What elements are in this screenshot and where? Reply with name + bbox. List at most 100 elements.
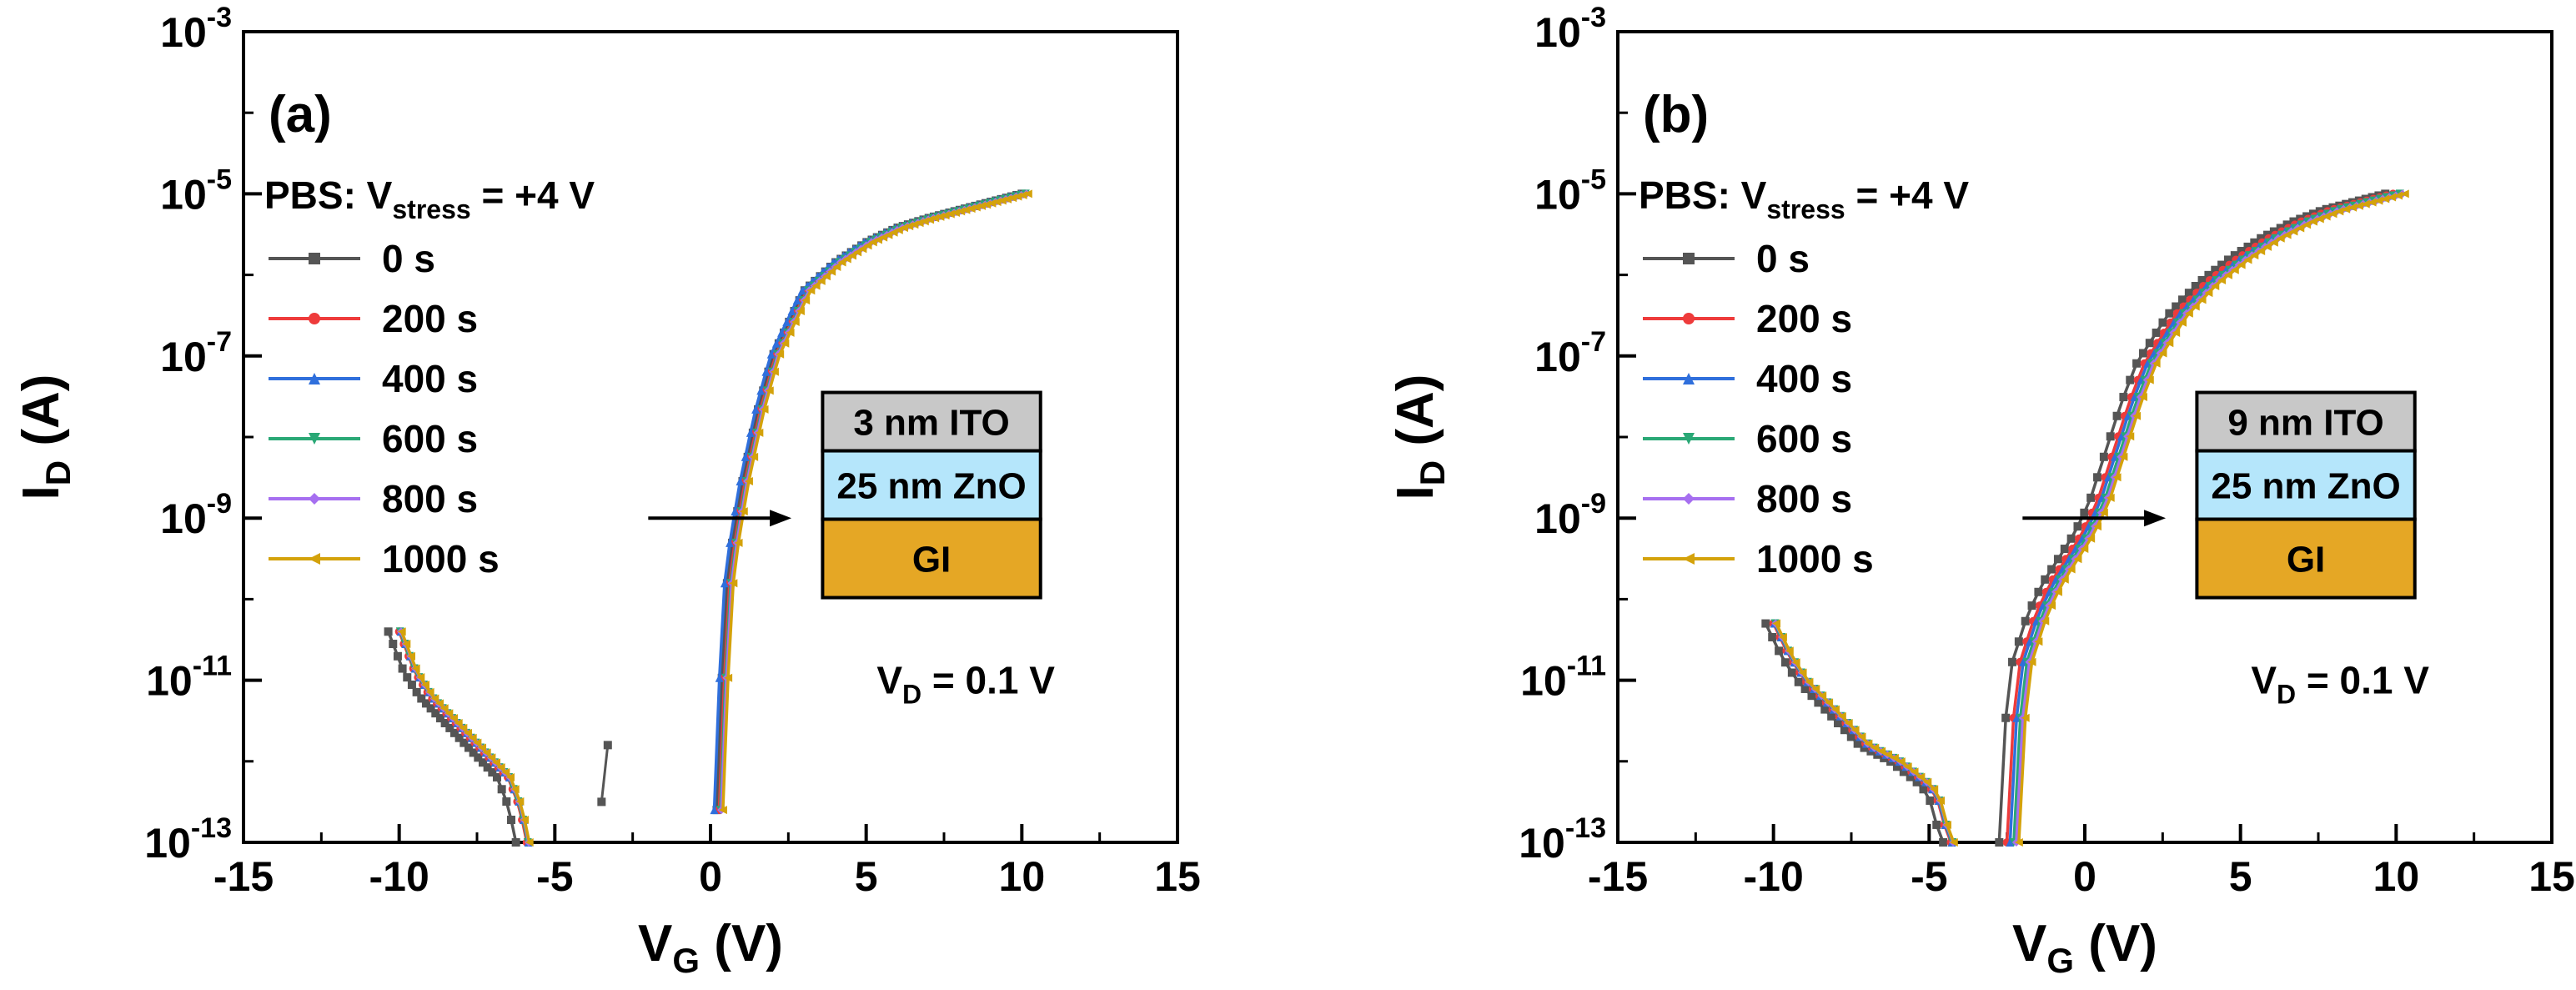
y-tick-label: 10-13 [1519, 812, 1606, 867]
data-point [977, 201, 986, 210]
legend-label: 800 s [382, 477, 478, 520]
y-tick-base: 10 [160, 9, 207, 56]
data-point [510, 785, 520, 794]
data-point [801, 296, 811, 305]
legend-title-sub: stress [1766, 194, 1845, 224]
data-point [2172, 302, 2181, 311]
data-point [853, 248, 862, 257]
data-point [2112, 473, 2122, 482]
data-point [478, 743, 487, 752]
data-point [1002, 194, 1012, 204]
data-point [771, 339, 781, 348]
data-point [2204, 270, 2213, 279]
data-point [796, 307, 805, 316]
x-tick-label: 0 [699, 853, 722, 900]
data-point [746, 428, 755, 437]
data-point [1827, 711, 1836, 721]
data-point [1939, 838, 1948, 847]
data-point [724, 673, 733, 682]
data-point [787, 307, 796, 316]
data-point [2145, 339, 2154, 348]
stack-layer [2195, 449, 2417, 521]
data-point [1926, 796, 1935, 805]
data-point [2152, 359, 2161, 368]
data-point [1830, 705, 1840, 714]
data-point [398, 664, 407, 673]
data-point [1023, 189, 1032, 199]
data-point [982, 200, 992, 209]
data-point [426, 704, 435, 713]
data-point [1768, 632, 1777, 641]
data-point [2269, 238, 2278, 247]
legend-label: 800 s [1756, 477, 1852, 520]
data-point [2308, 217, 2317, 226]
data-point [449, 714, 459, 723]
data-point [515, 797, 525, 807]
legend-label: 600 s [1756, 417, 1852, 460]
data-point [2374, 196, 2383, 205]
data-point [1775, 646, 1784, 656]
y-tick-exponent: -7 [207, 326, 232, 358]
y-tick-base: 10 [160, 171, 207, 218]
y-tick-exponent: -3 [207, 2, 232, 33]
legend-label: 400 s [1756, 357, 1852, 400]
data-point [2172, 328, 2181, 337]
legend-label: 400 s [382, 357, 478, 400]
data-point [412, 687, 421, 696]
data-point [2099, 508, 2108, 517]
stack-layer-label: 9 nm ITO [2227, 403, 2383, 444]
data-point [435, 714, 444, 723]
vd-prefix: V [2251, 659, 2277, 702]
data-point [2237, 260, 2246, 269]
data-point [2086, 534, 2096, 543]
data-point [1780, 658, 1790, 667]
stack-layer-label: 25 nm ZnO [836, 466, 1026, 507]
data-point [2197, 275, 2207, 284]
data-point [2014, 838, 2023, 847]
legend-marker [1683, 313, 1695, 324]
data-point [739, 507, 748, 516]
y-tick-label: 10-9 [1534, 488, 1606, 542]
legend-marker [309, 253, 320, 264]
x-tick-label: -5 [536, 853, 573, 900]
data-point [1853, 739, 1862, 748]
data-point [525, 838, 534, 847]
vd-sub: D [902, 680, 921, 710]
data-point [2342, 204, 2351, 214]
data-point [791, 317, 800, 326]
stack-layer-label: GI [912, 540, 951, 580]
data-point [2006, 838, 2015, 847]
data-point [468, 733, 477, 742]
data-point [488, 768, 497, 777]
data-point [2322, 212, 2331, 221]
y-tick-label: 10-3 [160, 2, 232, 56]
data-point [2348, 203, 2358, 212]
data-point [2257, 247, 2266, 256]
data-point [425, 687, 434, 696]
legend-marker [309, 493, 320, 505]
data-point [1892, 762, 1901, 771]
y-axis-title-sub: D [1413, 460, 1452, 485]
y-axis-title-unit: (A) [13, 374, 70, 460]
data-point [777, 328, 786, 337]
data-point [2027, 601, 2036, 611]
data-point [506, 816, 515, 824]
x-axis-title-sub: G [672, 941, 700, 980]
y-tick-label: 10-7 [160, 326, 232, 380]
data-point [957, 207, 966, 216]
data-point [2008, 657, 2017, 666]
legend-title: PBS: Vstress = +4 V [264, 173, 595, 224]
data-point [1912, 777, 1921, 786]
y-tick-exponent: -11 [1567, 651, 1606, 682]
data-point [2080, 508, 2089, 517]
data-point [1930, 785, 1939, 794]
data-point [842, 254, 851, 264]
y-tick-base: 10 [1534, 9, 1581, 56]
arrow-head [2144, 510, 2167, 527]
data-point [2093, 522, 2102, 531]
data-point [2237, 247, 2246, 256]
data-point [1761, 619, 1770, 628]
chart-panel-a: -15 -10 -5 0 5 10 1510-1310-1110-910-710-510-3… [13, 2, 1201, 980]
y-tick-exponent: -7 [1581, 326, 1606, 358]
data-point [2250, 238, 2259, 247]
